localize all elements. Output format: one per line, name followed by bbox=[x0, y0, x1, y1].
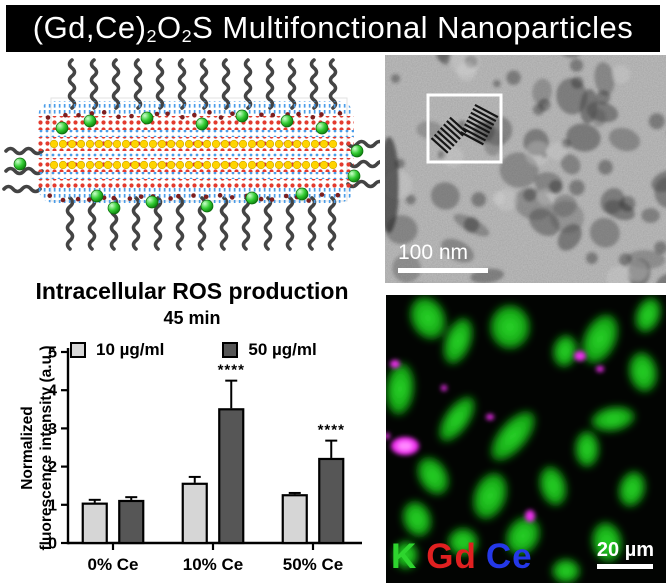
y-axis-label: Normalized fluorescence intensity (a.u.) bbox=[19, 346, 55, 551]
title-banner: (Gd,Ce)2O2S Multifonctional Nanoparticle… bbox=[6, 5, 660, 52]
cells bbox=[386, 296, 661, 583]
svg-text:4: 4 bbox=[48, 383, 57, 400]
svg-text:3: 3 bbox=[48, 421, 57, 438]
figure-title: (Gd,Ce)2O2S Multifonctional Nanoparticle… bbox=[32, 10, 634, 46]
svg-text:****: **** bbox=[218, 362, 245, 379]
svg-text:0% Ce: 0% Ce bbox=[87, 555, 138, 574]
lattice-highlight-box bbox=[426, 93, 503, 164]
edge-atoms bbox=[45, 110, 343, 203]
fluor-scale-indicator: 20 µm bbox=[597, 539, 654, 569]
bars bbox=[81, 408, 345, 545]
channel-label-ce: Ce bbox=[485, 537, 533, 576]
ros-bar-chart-panel: Intracellular ROS production 45 min 10 µ… bbox=[6, 278, 378, 583]
fluor-scale-label: 20 µm bbox=[596, 539, 654, 561]
svg-text:5: 5 bbox=[48, 345, 57, 362]
chart-title: Intracellular ROS production bbox=[35, 278, 349, 304]
tem-image bbox=[385, 55, 666, 283]
channel-labels: K Gd Ce bbox=[391, 537, 542, 577]
svg-text:****: **** bbox=[318, 422, 345, 439]
svg-text:1: 1 bbox=[48, 497, 57, 514]
fluorescence-micrograph-panel: K Gd Ce 20 µm bbox=[386, 295, 666, 583]
legend-item-50ugml: 50 µg/ml bbox=[222, 340, 317, 360]
polymer-chains bbox=[2, 58, 380, 251]
chart-legend: 10 µg/ml 50 µg/ml bbox=[70, 340, 317, 360]
tem-scale-bar bbox=[398, 268, 488, 273]
channel-label-k: K bbox=[391, 537, 418, 576]
legend-swatch-50ugml bbox=[222, 342, 239, 358]
error-bars bbox=[88, 379, 338, 503]
tem-scale-indicator: 100 nm bbox=[398, 241, 488, 273]
legend-item-10ugml: 10 µg/ml bbox=[70, 340, 164, 360]
svg-text:0: 0 bbox=[48, 536, 57, 553]
tem-micrograph-panel: 100 nm bbox=[385, 55, 666, 283]
nanoplatelet-lattice bbox=[38, 101, 354, 203]
chart-subtitle: 45 min bbox=[163, 308, 221, 328]
svg-text:10% Ce: 10% Ce bbox=[183, 555, 243, 574]
dopant-spheres bbox=[13, 109, 364, 215]
channel-label-gd: Gd bbox=[426, 537, 477, 576]
svg-text:50% Ce: 50% Ce bbox=[283, 555, 343, 574]
fluor-scale-bar bbox=[597, 564, 654, 569]
fluorescence-image bbox=[386, 295, 666, 583]
significance-markers: **** **** bbox=[218, 362, 345, 439]
legend-label-50ugml: 50 µg/ml bbox=[248, 340, 317, 359]
nanoparticle-schematic bbox=[2, 58, 380, 251]
legend-label-10ugml: 10 µg/ml bbox=[96, 340, 165, 359]
legend-swatch-10ugml bbox=[70, 342, 86, 358]
tem-scale-label: 100 nm bbox=[398, 241, 469, 264]
svg-text:2: 2 bbox=[48, 459, 57, 476]
